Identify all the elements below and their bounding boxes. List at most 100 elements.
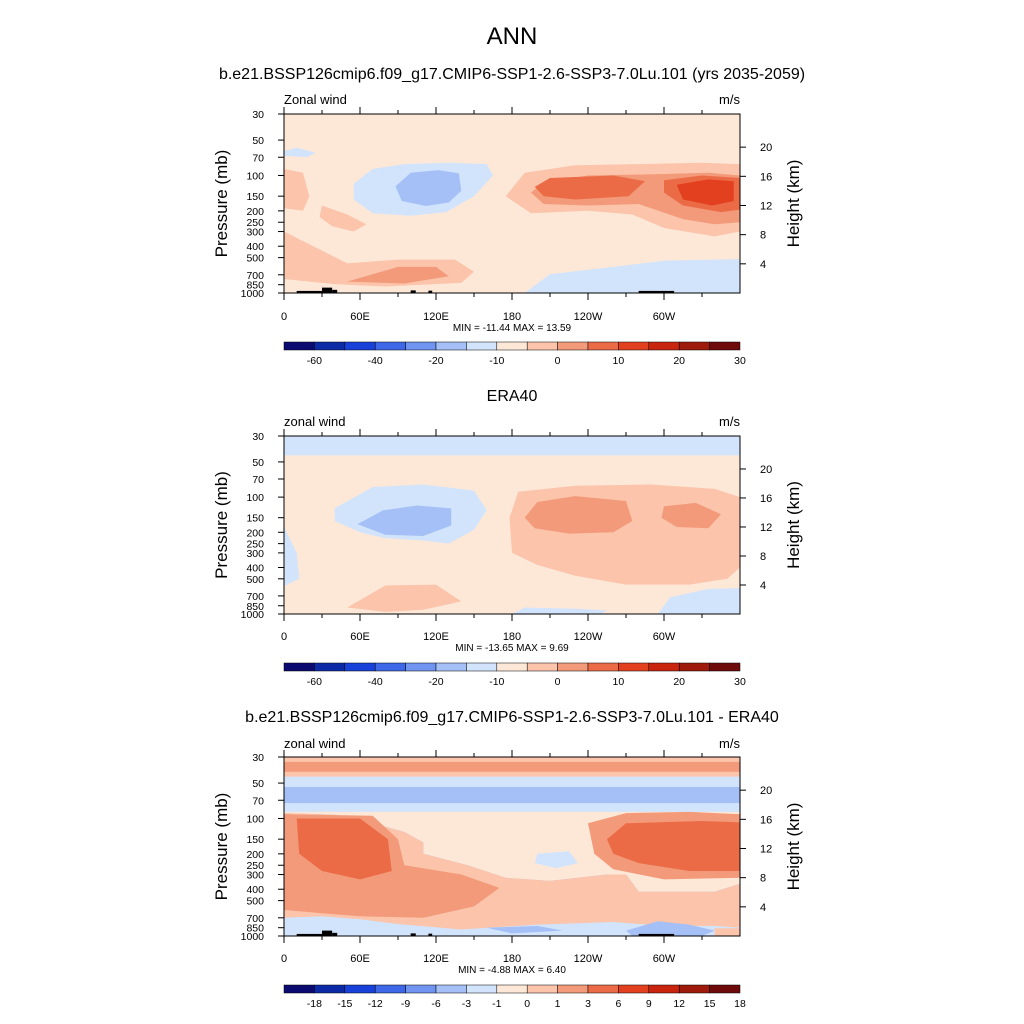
colorbar-swatch <box>709 662 741 672</box>
colorbar-swatch <box>466 341 498 351</box>
y-tick-label: 200 <box>246 527 264 539</box>
height-tick-label: 4 <box>760 580 766 592</box>
colorbar-label: 0 <box>524 998 530 1010</box>
contour-region <box>319 205 367 232</box>
colorbar-swatch <box>678 984 710 994</box>
y-tick-label: 700 <box>246 270 264 282</box>
height-tick-label: 16 <box>760 171 772 183</box>
x-tick-label: 120E <box>423 631 449 643</box>
contour-region <box>284 916 740 936</box>
y-tick-label: 400 <box>246 562 264 574</box>
colorbar-swatch <box>344 341 376 351</box>
colorbar-label: 12 <box>673 998 685 1010</box>
y-tick-label: 1000 <box>241 931 265 943</box>
x-tick-label: 60W <box>653 953 676 965</box>
y-tick-label: 300 <box>246 870 264 882</box>
y-tick-label: 150 <box>246 191 264 203</box>
height-axis-label: Height (km) <box>784 803 803 891</box>
topography <box>296 290 322 293</box>
colorbar-swatch <box>618 984 650 994</box>
colorbar-swatch <box>557 662 589 672</box>
colorbar-label: 20 <box>673 355 685 367</box>
colorbar-label: -15 <box>337 998 352 1010</box>
panel3-title: b.e21.BSSP126cmip6.f09_g17.CMIP6-SSP1-2.… <box>245 709 779 726</box>
y-tick-label: 200 <box>246 206 264 218</box>
contour-region <box>534 851 578 869</box>
colorbar-label: -40 <box>368 355 383 367</box>
variable-label: zonal wind <box>284 414 345 429</box>
topography <box>638 290 675 293</box>
topography <box>428 933 433 936</box>
y-tick-label: 30 <box>252 431 264 443</box>
colorbar-swatch <box>283 341 315 351</box>
colorbar-swatch <box>496 341 528 351</box>
y-tick-label: 70 <box>252 474 264 486</box>
variable-label: Zonal wind <box>284 92 347 107</box>
y-tick-label: 50 <box>252 457 264 469</box>
height-tick-label: 20 <box>760 785 772 797</box>
units-label: m/s <box>719 414 740 429</box>
topography <box>410 933 416 936</box>
height-tick-label: 8 <box>760 873 766 885</box>
height-tick-label: 16 <box>760 814 772 826</box>
panel1-title: b.e21.BSSP126cmip6.f09_g17.CMIP6-SSP1-2.… <box>219 66 805 83</box>
colorbar-label: -60 <box>307 355 322 367</box>
y-tick-label: 70 <box>252 152 264 164</box>
height-tick-label: 4 <box>760 902 766 914</box>
y-tick-label: 850 <box>246 280 264 292</box>
height-tick-label: 12 <box>760 843 772 855</box>
colorbar-swatch <box>648 341 680 351</box>
contour-region <box>676 179 734 206</box>
y-tick-label: 400 <box>246 884 264 896</box>
min-max-stats: MIN = -11.44 MAX = 13.59 <box>453 323 572 334</box>
units-label: m/s <box>719 92 740 107</box>
contour-region <box>524 259 740 293</box>
colorbar-swatch <box>314 341 346 351</box>
colorbar-label: 9 <box>646 998 652 1010</box>
colorbar-label: 30 <box>734 355 746 367</box>
height-tick-label: 8 <box>760 551 766 563</box>
y-tick-label: 100 <box>246 813 264 825</box>
y-tick-label: 1000 <box>241 609 265 621</box>
contour-region <box>534 175 645 200</box>
panel-difference: zonal wind m/s0 60E 120E 180 120W 60W305070100… <box>212 736 803 1010</box>
contour-region <box>284 114 740 293</box>
colorbar-swatch <box>618 341 650 351</box>
colorbar-swatch <box>587 341 619 351</box>
colorbar-swatch <box>435 662 467 672</box>
x-tick-label: 60E <box>350 311 370 323</box>
colorbar-swatch <box>526 662 558 672</box>
colorbar-label: 15 <box>704 998 716 1010</box>
y-tick-label: 1000 <box>241 288 265 300</box>
colorbar-swatch <box>435 984 467 994</box>
colorbar-swatch <box>557 341 589 351</box>
colorbar-swatch <box>283 984 315 994</box>
colorbar-swatch <box>587 984 619 994</box>
variable-label: zonal wind <box>284 736 345 751</box>
colorbar-swatch <box>466 662 498 672</box>
y-tick-label: 850 <box>246 923 264 935</box>
contour-region <box>296 818 392 880</box>
colorbar-swatch <box>405 662 437 672</box>
topography <box>332 932 338 936</box>
colorbar-swatch <box>648 984 680 994</box>
colorbar-label: -10 <box>489 676 504 688</box>
y-tick-label: 150 <box>246 513 264 525</box>
colorbar-label: -20 <box>428 676 443 688</box>
colorbar-label: -3 <box>462 998 471 1010</box>
x-tick-label: 60E <box>350 953 370 965</box>
height-tick-label: 12 <box>760 200 772 212</box>
y-axis-label: Pressure (mb) <box>212 471 231 579</box>
contour-region <box>607 821 740 871</box>
x-tick-label: 60W <box>653 631 676 643</box>
topography <box>296 933 322 936</box>
y-tick-label: 250 <box>246 217 264 229</box>
y-tick-label: 250 <box>246 860 264 872</box>
colorbar-swatch <box>678 341 710 351</box>
y-tick-label: 50 <box>252 778 264 790</box>
x-tick-label: 60E <box>350 631 370 643</box>
contour-field <box>284 114 740 293</box>
x-tick-label: 120E <box>423 953 449 965</box>
colorbar-swatch <box>557 984 589 994</box>
colorbar-swatch <box>618 662 650 672</box>
